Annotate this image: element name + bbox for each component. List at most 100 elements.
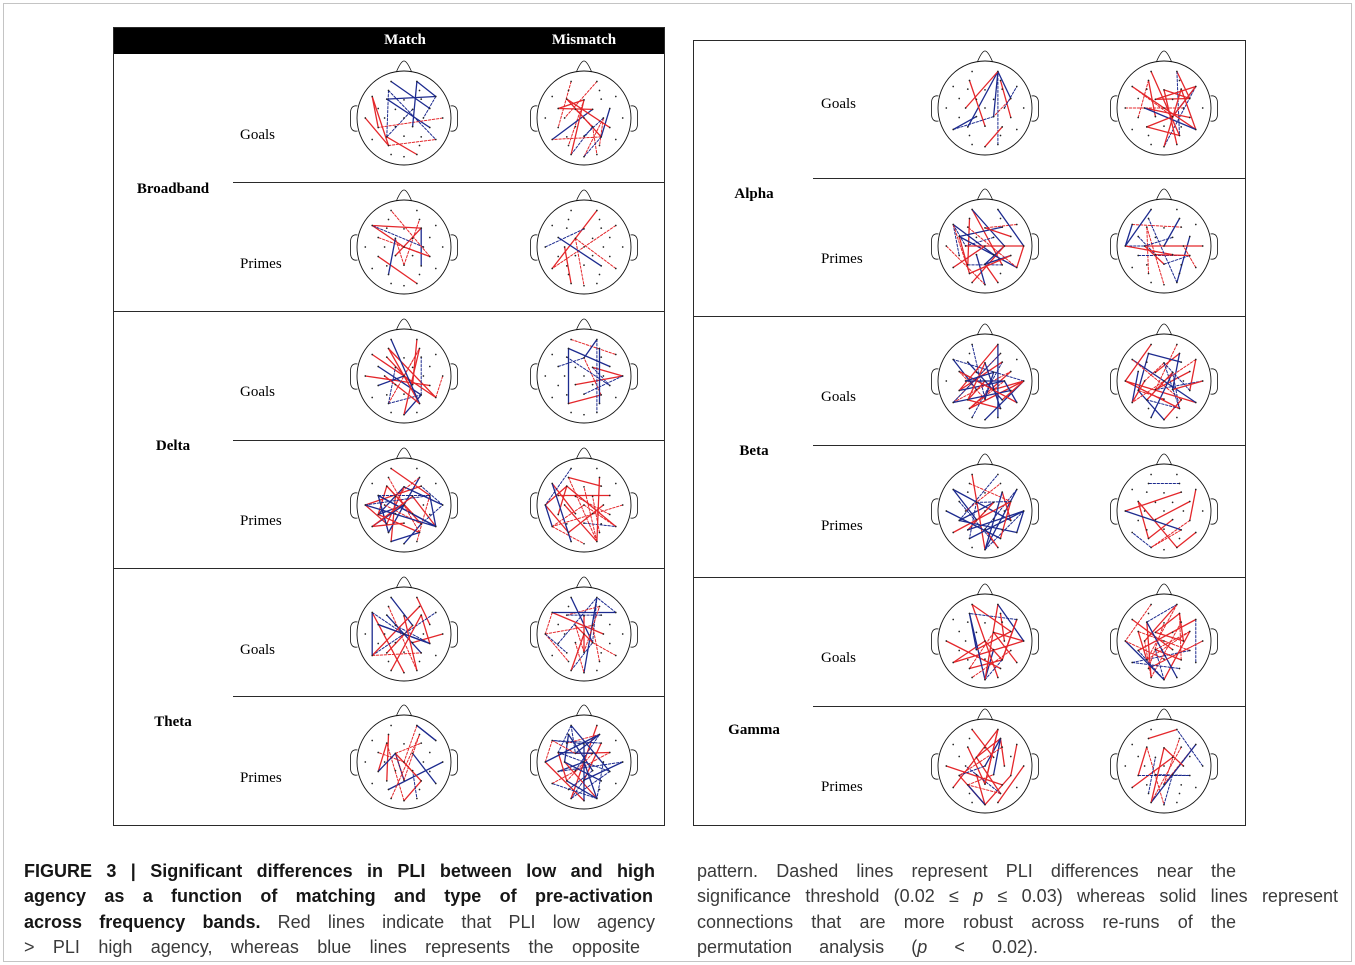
electrode-dot bbox=[1150, 143, 1152, 146]
electrode-dot bbox=[1147, 792, 1150, 795]
electrode-dot bbox=[1001, 361, 1004, 363]
connection-line-solid bbox=[551, 611, 605, 635]
connection-line-dashed bbox=[984, 659, 1003, 681]
electrode-dot bbox=[422, 117, 425, 119]
electrode-dot bbox=[364, 504, 367, 506]
electrode-dot bbox=[418, 660, 421, 663]
electrode-dot bbox=[1176, 603, 1178, 606]
electrode-dot bbox=[966, 621, 969, 623]
right-ear-icon bbox=[450, 105, 458, 132]
connection-line-solid bbox=[570, 596, 594, 644]
electrode-dot bbox=[1163, 145, 1165, 148]
electrode-dot bbox=[1180, 621, 1183, 623]
connection-line-dashed bbox=[945, 245, 986, 286]
electrode-dot bbox=[600, 136, 603, 138]
electrode-dot bbox=[551, 396, 554, 399]
electrode-dot bbox=[422, 246, 425, 248]
electrode-dot bbox=[583, 542, 585, 545]
head-plot-beta-primes-mismatch bbox=[1110, 453, 1218, 559]
electrode-dot bbox=[621, 375, 624, 377]
connection-line-solid bbox=[1154, 500, 1191, 521]
connection-line-solid bbox=[386, 95, 437, 100]
connection-line-dashed bbox=[551, 504, 585, 527]
electrode-dot bbox=[390, 724, 392, 727]
caption-p-symbol: p bbox=[917, 937, 928, 958]
electrode-dot bbox=[952, 128, 955, 131]
electrode-dot bbox=[1180, 529, 1183, 531]
connection-line-solid bbox=[1124, 208, 1152, 247]
connection-line-solid bbox=[968, 510, 1025, 540]
electrode-dot bbox=[1163, 398, 1165, 400]
electrode-dot bbox=[952, 743, 955, 746]
connection-line-dashed bbox=[403, 734, 420, 781]
electrode-dot bbox=[583, 651, 585, 653]
electrode-dot bbox=[992, 98, 995, 101]
electrode-dot bbox=[1180, 264, 1183, 266]
connection-line-dashed bbox=[1176, 729, 1204, 767]
connection-line-dashed bbox=[403, 348, 420, 377]
electrode-dot bbox=[570, 411, 572, 414]
electrode-dot bbox=[1124, 380, 1127, 382]
electrode-dot bbox=[1143, 245, 1146, 247]
connection-line-dashed bbox=[1176, 71, 1180, 136]
electrode-dot bbox=[591, 512, 594, 515]
electrode-dot bbox=[1003, 107, 1006, 109]
right-ear-icon bbox=[1210, 753, 1218, 780]
electrode-dot bbox=[600, 356, 603, 358]
connection-line-dashed bbox=[566, 606, 600, 616]
electrode-dot bbox=[574, 125, 577, 128]
electrode-dot bbox=[420, 485, 423, 487]
connection-line-solid bbox=[1131, 618, 1174, 651]
electrode-dot bbox=[383, 504, 386, 506]
electrode-dot bbox=[966, 264, 969, 266]
connection-line-dashed bbox=[1131, 662, 1180, 669]
right-ear-icon bbox=[1210, 628, 1218, 655]
electrode-dot bbox=[371, 353, 374, 356]
electrode-dot bbox=[390, 338, 392, 341]
electrode-dot bbox=[1009, 97, 1012, 100]
head-plot-delta-goals-mismatch bbox=[530, 318, 638, 424]
right-panel: Alpha Beta Gamma Goals Primes Goals Prim… bbox=[693, 40, 1246, 826]
connection-line-solid bbox=[984, 263, 999, 284]
electrode-dot bbox=[1001, 226, 1004, 228]
electrode-dot bbox=[377, 126, 380, 129]
electrode-dot bbox=[1201, 245, 1204, 247]
electrode-dot bbox=[416, 797, 418, 800]
connection-line-dashed bbox=[403, 761, 422, 782]
electrode-dot bbox=[1188, 649, 1191, 652]
electrode-dot bbox=[557, 365, 560, 368]
electrode-dot bbox=[434, 654, 437, 657]
electrode-dot bbox=[387, 218, 390, 221]
electrode-dot bbox=[583, 357, 585, 359]
connection-line-dashed bbox=[551, 136, 602, 140]
electrode-dot bbox=[614, 396, 617, 399]
electrode-dot bbox=[596, 411, 598, 414]
electrode-dot bbox=[567, 788, 570, 791]
left-ear-icon bbox=[1110, 233, 1118, 260]
right-ear-icon bbox=[630, 749, 638, 776]
electrode-dot bbox=[1150, 801, 1152, 804]
electrode-dot bbox=[971, 676, 973, 679]
left-ear-icon bbox=[1110, 368, 1118, 395]
electrode-dot bbox=[583, 671, 585, 674]
electrode-dot bbox=[1147, 79, 1150, 82]
connection-line-dashed bbox=[1131, 532, 1152, 548]
electrode-dot bbox=[377, 623, 380, 626]
connection-line-solid bbox=[420, 614, 431, 645]
electrode-dot bbox=[984, 89, 986, 91]
electrode-dot bbox=[1154, 371, 1157, 374]
connection-line-solid bbox=[945, 765, 1003, 786]
connection-line-solid bbox=[952, 389, 1012, 404]
electrode-dot bbox=[1131, 488, 1134, 491]
electrode-dot bbox=[591, 125, 594, 128]
electrode-dot bbox=[557, 384, 560, 387]
electrode-dot bbox=[608, 494, 611, 497]
caption-p-symbol: p bbox=[973, 886, 984, 907]
connection-line-dashed bbox=[1163, 738, 1180, 785]
electrode-dot bbox=[968, 134, 971, 137]
connection-line-solid bbox=[1147, 352, 1182, 363]
electrode-dot bbox=[958, 116, 961, 119]
electrode-dot bbox=[411, 108, 414, 111]
electrode-dot bbox=[591, 108, 594, 111]
electrode-dot bbox=[975, 501, 978, 504]
